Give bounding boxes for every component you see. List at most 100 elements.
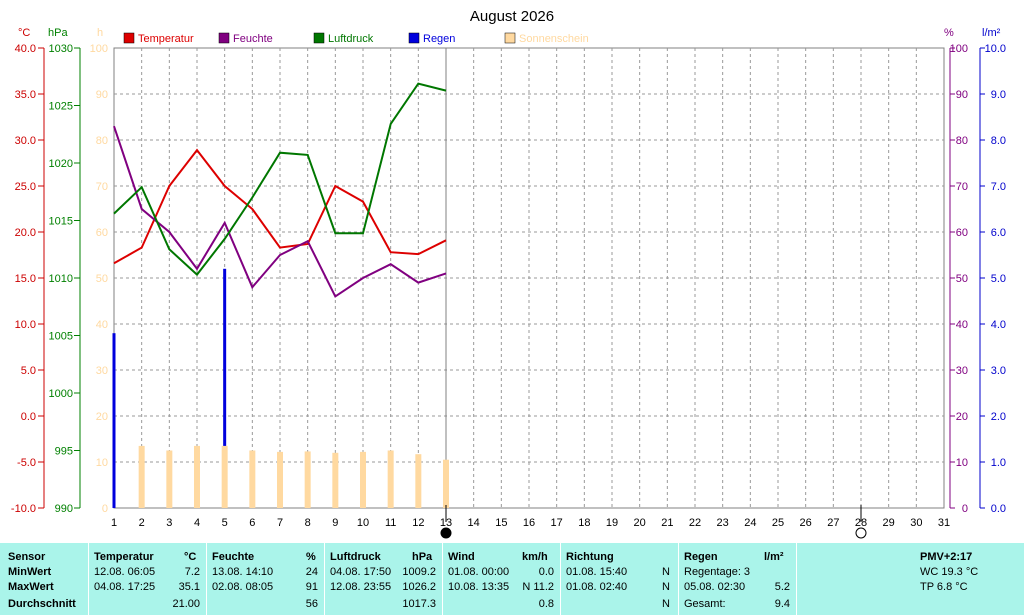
pressure-tick-label: 995 bbox=[55, 446, 73, 458]
rain-tick-label: 3.0 bbox=[991, 365, 1006, 377]
rain-bar bbox=[223, 268, 227, 508]
temperature-min-value: 7.2 bbox=[184, 566, 200, 578]
temperature-axis-unit: °C bbox=[18, 27, 30, 39]
x-tick-label: 26 bbox=[800, 517, 812, 529]
chart-axes: 40.035.030.025.020.015.010.05.00.0-5.0-1… bbox=[11, 27, 1006, 529]
sunshine-bar bbox=[387, 450, 394, 508]
temperature-tick-label: 15.0 bbox=[15, 273, 36, 285]
temperature-tick-label: -10.0 bbox=[11, 503, 36, 515]
x-tick-label: 24 bbox=[744, 517, 756, 529]
x-tick-label: 30 bbox=[910, 517, 922, 529]
sunshine-tick-label: 100 bbox=[90, 43, 108, 55]
temperature-tick-label: 0.0 bbox=[21, 411, 36, 423]
sunshine-bar bbox=[166, 450, 173, 508]
wind-max-value: N 11.2 bbox=[522, 581, 554, 593]
sunshine-tick-label: 60 bbox=[96, 227, 108, 239]
pressure-header: Luftdruck bbox=[330, 551, 381, 563]
temperature-max-time: 04.08. 17:25 bbox=[94, 581, 156, 593]
x-tick-label: 14 bbox=[468, 517, 480, 529]
rain-total-label: Gesamt: bbox=[684, 598, 726, 610]
temperature-max-value: 35.1 bbox=[178, 581, 200, 593]
rain-tick-label: 8.0 bbox=[991, 135, 1006, 147]
rain-unit: l/m² bbox=[764, 551, 784, 563]
wind-min-time: 01.08. 00:00 bbox=[448, 566, 510, 578]
temperature-line bbox=[113, 148, 447, 265]
legend-label: Sonnenschein bbox=[519, 33, 589, 45]
pressure-axis-unit: hPa bbox=[48, 27, 68, 39]
direction-min-value: N bbox=[662, 566, 670, 578]
rain-tick-label: 4.0 bbox=[991, 319, 1006, 331]
sunshine-bar bbox=[304, 451, 311, 508]
humidity-header: Feuchte bbox=[212, 551, 255, 563]
temperature-tick-label: 10.0 bbox=[15, 319, 36, 331]
humidity-tick-label: 40 bbox=[956, 319, 968, 331]
sunshine-tick-label: 50 bbox=[96, 273, 108, 285]
pressure-tick-label: 990 bbox=[55, 503, 73, 515]
direction-header: Richtung bbox=[566, 551, 614, 563]
direction-avg-value: N bbox=[662, 598, 670, 610]
row-label-max: MaxWert bbox=[8, 581, 54, 593]
x-tick-label: 6 bbox=[249, 517, 255, 529]
x-tick-label: 8 bbox=[305, 517, 311, 529]
x-tick-label: 19 bbox=[606, 517, 618, 529]
rain-axis-unit: l/m² bbox=[982, 27, 1001, 39]
moon-markers bbox=[440, 505, 867, 539]
rain-total-value: 9.4 bbox=[774, 598, 790, 610]
rain-tick-label: 6.0 bbox=[991, 227, 1006, 239]
x-tick-label: 5 bbox=[222, 517, 228, 529]
x-tick-label: 10 bbox=[357, 517, 369, 529]
chart-legend: Temperatur Feuchte Luftdruck Regen Sonnensch… bbox=[123, 32, 589, 45]
humidity-avg-value: 56 bbox=[305, 598, 318, 610]
legend-swatch bbox=[123, 32, 135, 44]
rain-tick-label: 1.0 bbox=[991, 457, 1006, 469]
humidity-tick-label: 70 bbox=[956, 181, 968, 193]
legend-label: Feuchte bbox=[233, 33, 273, 45]
sunshine-axis-unit: h bbox=[97, 27, 103, 39]
sunshine-bar bbox=[249, 450, 256, 508]
humidity-tick-label: 0 bbox=[962, 503, 968, 515]
x-tick-label: 18 bbox=[578, 517, 590, 529]
humidity-tick-label: 90 bbox=[956, 89, 968, 101]
chart-grid bbox=[113, 47, 945, 509]
temperature-tick-label: 20.0 bbox=[15, 227, 36, 239]
wind-header: Wind bbox=[448, 551, 475, 563]
sunshine-tick-label: 70 bbox=[96, 181, 108, 193]
wind-min-value: 0.0 bbox=[538, 566, 554, 578]
x-tick-label: 17 bbox=[551, 517, 563, 529]
sunshine-tick-label: 30 bbox=[96, 365, 108, 377]
pressure-avg-value: 1017.3 bbox=[402, 598, 436, 610]
full-moon-icon bbox=[855, 527, 867, 539]
pressure-min-time: 04.08. 17:50 bbox=[330, 566, 392, 578]
sunshine-tick-label: 40 bbox=[96, 319, 108, 331]
humidity-tick-label: 50 bbox=[956, 273, 968, 285]
rain-max-time: 05.08. 02:30 bbox=[684, 581, 746, 593]
pressure-tick-label: 1020 bbox=[49, 158, 73, 170]
sunshine-bar bbox=[360, 451, 366, 508]
bar-series bbox=[112, 268, 449, 508]
x-tick-label: 7 bbox=[277, 517, 283, 529]
temperature-tick-label: 30.0 bbox=[15, 135, 36, 147]
temperature-tick-label: 5.0 bbox=[21, 365, 36, 377]
legend-label: Luftdruck bbox=[328, 33, 374, 45]
legend-swatch bbox=[504, 32, 516, 44]
pressure-min-value: 1009.2 bbox=[402, 566, 436, 578]
temperature-tick-label: 40.0 bbox=[15, 43, 36, 55]
pmv-header: PMV+2:17 bbox=[920, 551, 973, 563]
legend-label: Regen bbox=[423, 33, 455, 45]
humidity-tick-label: 30 bbox=[956, 365, 968, 377]
direction-min-time: 01.08. 15:40 bbox=[566, 566, 628, 578]
x-tick-label: 27 bbox=[827, 517, 839, 529]
sunshine-tick-label: 20 bbox=[96, 411, 108, 423]
row-label-avg: Durchschnitt bbox=[8, 598, 76, 610]
legend-swatch bbox=[313, 32, 325, 44]
x-tick-label: 28 bbox=[855, 517, 867, 529]
windchill-value: WC 19.3 °C bbox=[920, 566, 979, 578]
humidity-unit: % bbox=[306, 551, 316, 563]
pressure-max-value: 1026.2 bbox=[402, 581, 436, 593]
humidity-tick-label: 100 bbox=[950, 43, 968, 55]
x-tick-label: 22 bbox=[689, 517, 701, 529]
rain-tick-label: 2.0 bbox=[991, 411, 1006, 423]
sunshine-tick-label: 0 bbox=[102, 503, 108, 515]
pressure-tick-label: 1025 bbox=[49, 101, 73, 113]
x-tick-label: 31 bbox=[938, 517, 950, 529]
